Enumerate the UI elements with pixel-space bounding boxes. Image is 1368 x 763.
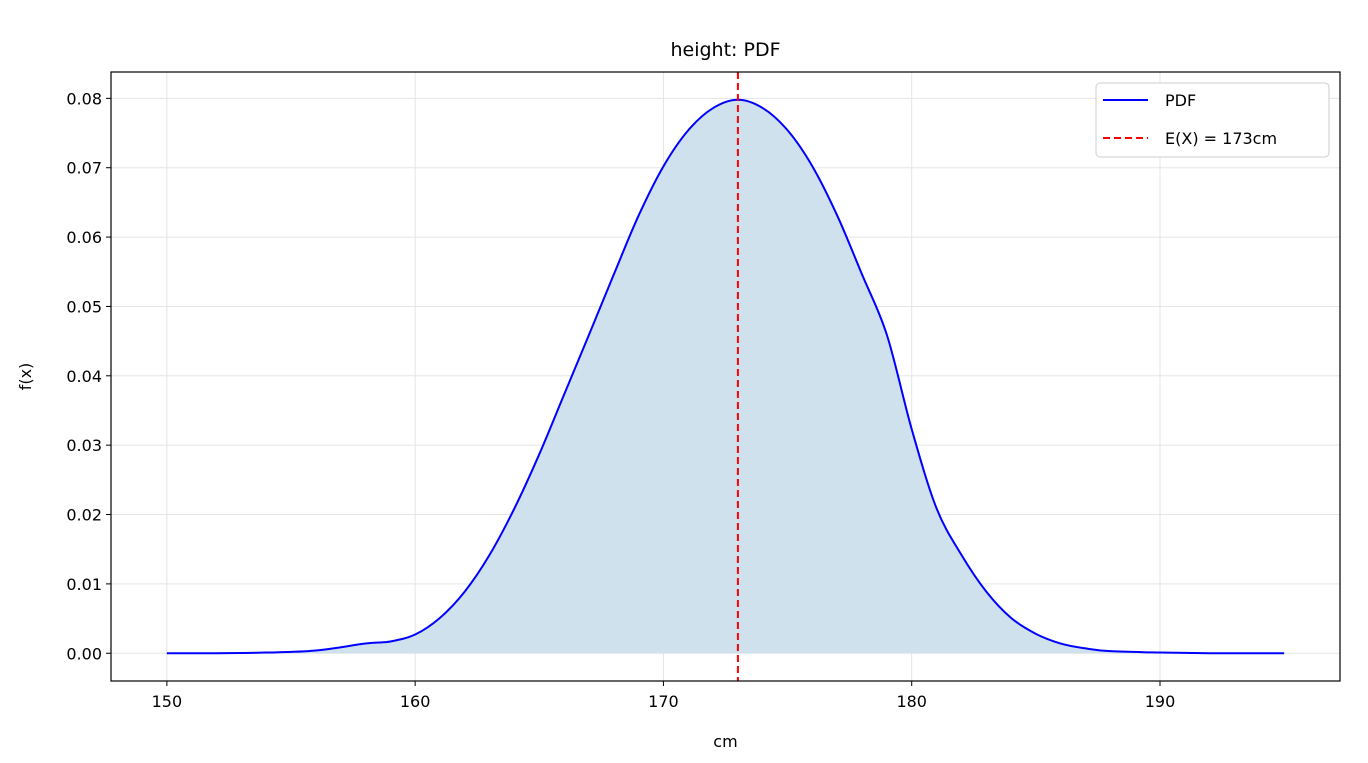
y-tick-label: 0.08: [66, 89, 102, 108]
y-axis-label: f(x): [16, 363, 35, 391]
y-tick-label: 0.05: [66, 297, 102, 316]
legend-label-pdf: PDF: [1165, 91, 1196, 110]
legend: PDF E(X) = 173cm: [1095, 82, 1330, 158]
y-tick-label: 0.00: [66, 644, 102, 663]
y-tick-label: 0.02: [66, 506, 102, 525]
y-tick-label: 0.03: [66, 436, 102, 455]
plot-frame: [110, 71, 1341, 682]
x-tick-label: 150: [152, 692, 183, 711]
chart-title: height: PDF: [670, 39, 780, 61]
x-axis-label: cm: [713, 732, 737, 751]
x-tick-label: 190: [1145, 692, 1176, 711]
ticks: 150 160 170 180 190 0.00 0.01 0.02 0.03 0.04 0.05 0…: [66, 89, 1175, 711]
plot-data: [166, 72, 1285, 681]
y-tick-label: 0.01: [66, 575, 102, 594]
x-tick-label: 160: [400, 692, 431, 711]
x-tick-label: 180: [896, 692, 927, 711]
x-tick-label: 170: [648, 692, 679, 711]
y-tick-label: 0.06: [66, 228, 102, 247]
y-tick-label: 0.07: [66, 159, 102, 178]
legend-label-expected-value: E(X) = 173cm: [1165, 129, 1277, 148]
series-fill-area: [166, 99, 1285, 654]
legend-box: [1095, 82, 1330, 158]
y-tick-label: 0.04: [66, 367, 102, 386]
